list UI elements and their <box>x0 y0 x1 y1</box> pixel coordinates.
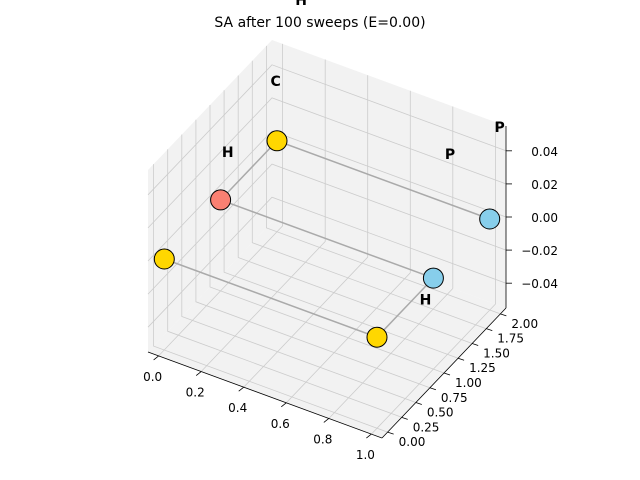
grid-line-y <box>195 119 431 389</box>
grid-line-x <box>328 106 454 419</box>
grid-line-z <box>147 163 507 295</box>
y-tick-mark <box>457 357 465 361</box>
annotation-label: P <box>494 120 504 136</box>
grid-line-x <box>286 90 411 404</box>
grid-line-y <box>153 164 388 433</box>
data-point <box>366 326 388 348</box>
y-tick-mark <box>415 402 422 405</box>
x-tick-mark <box>323 418 330 423</box>
x-tick-mark <box>195 371 202 376</box>
y-tick-label: 1.75 <box>497 332 524 346</box>
y-tick-label: 0.50 <box>427 406 454 420</box>
x-tick-label: 0.0 <box>143 370 162 384</box>
y-tick-label: 0.00 <box>399 435 426 449</box>
x-tick-label: 0.8 <box>313 432 332 446</box>
annotation-label: C <box>271 74 281 90</box>
chart-title: SA after 100 sweeps (E=0.00) <box>214 15 425 31</box>
y-tick-mark <box>443 372 451 376</box>
y-tick-label: 1.00 <box>455 376 482 390</box>
annotation-label: H <box>222 145 234 161</box>
y-tick-mark <box>387 431 394 435</box>
grid-line-x <box>158 43 284 357</box>
annotations: H C H P P H <box>222 0 505 308</box>
x-tick-mark <box>366 433 372 439</box>
grid-line-x <box>200 59 326 372</box>
grid-line-z <box>147 64 507 196</box>
chain-line <box>164 139 490 339</box>
y-tick-label: 1.50 <box>483 346 510 360</box>
data-points <box>153 130 501 348</box>
y-tick-mark <box>472 343 479 346</box>
x-tick-label: 0.4 <box>228 401 247 415</box>
grid-line-x <box>371 122 496 435</box>
z-tick-label: −0.02 <box>521 244 558 258</box>
data-point <box>153 248 175 270</box>
y-tick-label: 0.75 <box>441 391 468 405</box>
x-axis-line <box>147 351 383 439</box>
chain-lines <box>164 139 490 339</box>
y-tick-mark <box>401 416 408 420</box>
x-tick-mark <box>281 402 287 408</box>
tick-labels: 0.00.20.40.60.81.00.000.250.500.751.001.… <box>143 145 558 462</box>
annotation-label: H <box>420 292 432 308</box>
x-tick-mark <box>153 355 159 361</box>
grid-line-z <box>147 130 507 262</box>
data-point <box>266 130 288 152</box>
z-tick-label: −0.04 <box>521 277 558 291</box>
annotation-label: P <box>445 147 455 163</box>
grid-line-y <box>209 105 445 374</box>
y-tick-mark <box>500 313 507 317</box>
x-tick-label: 1.0 <box>356 448 375 462</box>
grid-line-x <box>243 75 369 388</box>
grid-line-z <box>147 97 507 229</box>
z-tick-label: 0.04 <box>531 145 558 159</box>
y-tick-label: 2.00 <box>511 317 538 331</box>
x-tick-label: 0.2 <box>186 386 205 400</box>
grid-lines <box>147 43 507 435</box>
grid-line-y <box>265 45 501 315</box>
y-tick-mark <box>486 328 493 332</box>
grid-line-z <box>147 196 507 328</box>
x-tick-mark <box>238 386 244 392</box>
grid-line-y <box>237 75 473 344</box>
axis-lines <box>147 126 512 439</box>
grid-line-y <box>167 149 402 418</box>
z-tick-label: 0.02 <box>531 178 558 192</box>
grid-line-y <box>181 134 416 403</box>
y-tick-mark <box>429 387 437 391</box>
data-point <box>210 189 232 211</box>
z-tick-label: 0.00 <box>531 211 558 225</box>
y-tick-label: 1.25 <box>469 361 496 375</box>
x-tick-label: 0.6 <box>271 417 290 431</box>
grid-line-y <box>251 60 487 330</box>
annotation-label: H <box>295 0 307 9</box>
data-point <box>479 208 501 230</box>
data-point <box>422 267 444 289</box>
y-tick-label: 0.25 <box>413 420 440 434</box>
